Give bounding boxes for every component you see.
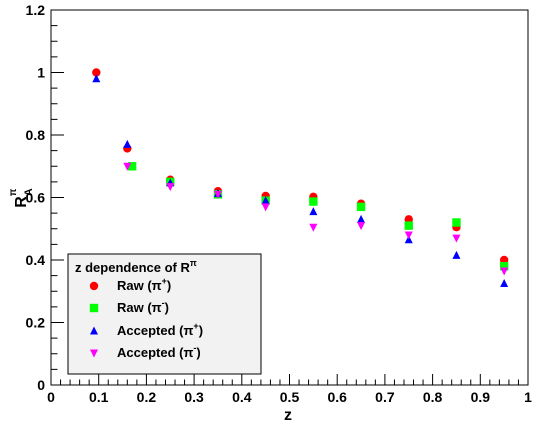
legend-label: Raw (π-): [117, 298, 169, 315]
x-tick-label: 0.4: [232, 389, 252, 405]
y-axis-label-sup: π: [8, 188, 19, 196]
x-tick-label: 0.5: [280, 389, 300, 405]
data-point: [452, 218, 460, 226]
y-tick-label: 0.2: [26, 315, 46, 331]
legend-title: z dependence of Rπ: [75, 258, 197, 275]
x-tick-label: 0.9: [471, 389, 491, 405]
y-tick-label: 0.8: [26, 127, 46, 143]
x-tick-label: 0.3: [184, 389, 204, 405]
x-tick-label: 0.1: [89, 389, 109, 405]
legend-marker: [90, 282, 98, 290]
legend-marker: [90, 304, 98, 312]
data-point: [309, 197, 317, 205]
data-point: [357, 203, 365, 211]
x-tick-label: 0.2: [137, 389, 157, 405]
legend-label: Accepted (π+): [117, 321, 203, 338]
y-axis-label-sub: A: [23, 188, 35, 196]
data-point: [405, 221, 413, 229]
x-tick-label: 1: [524, 389, 532, 405]
y-tick-label: 0.4: [26, 252, 46, 268]
x-tick-label: 0.6: [327, 389, 347, 405]
legend: z dependence of Rπ Raw (π+)Raw (π-)Accep…: [68, 254, 261, 374]
legend-title-main: z dependence of R: [75, 260, 190, 275]
x-tick-label: 0: [47, 389, 55, 405]
legend-label: Accepted (π-): [117, 343, 201, 360]
legend-title-sup: π: [190, 258, 197, 268]
y-tick-label: 1: [37, 65, 45, 81]
y-axis-label-main: R: [13, 196, 30, 208]
y-tick-label: 1.2: [26, 2, 46, 18]
y-tick-label: 0: [37, 377, 45, 393]
x-axis-label: z: [284, 407, 292, 424]
x-tick-label: 0.8: [423, 389, 443, 405]
x-tick-label: 0.7: [375, 389, 395, 405]
